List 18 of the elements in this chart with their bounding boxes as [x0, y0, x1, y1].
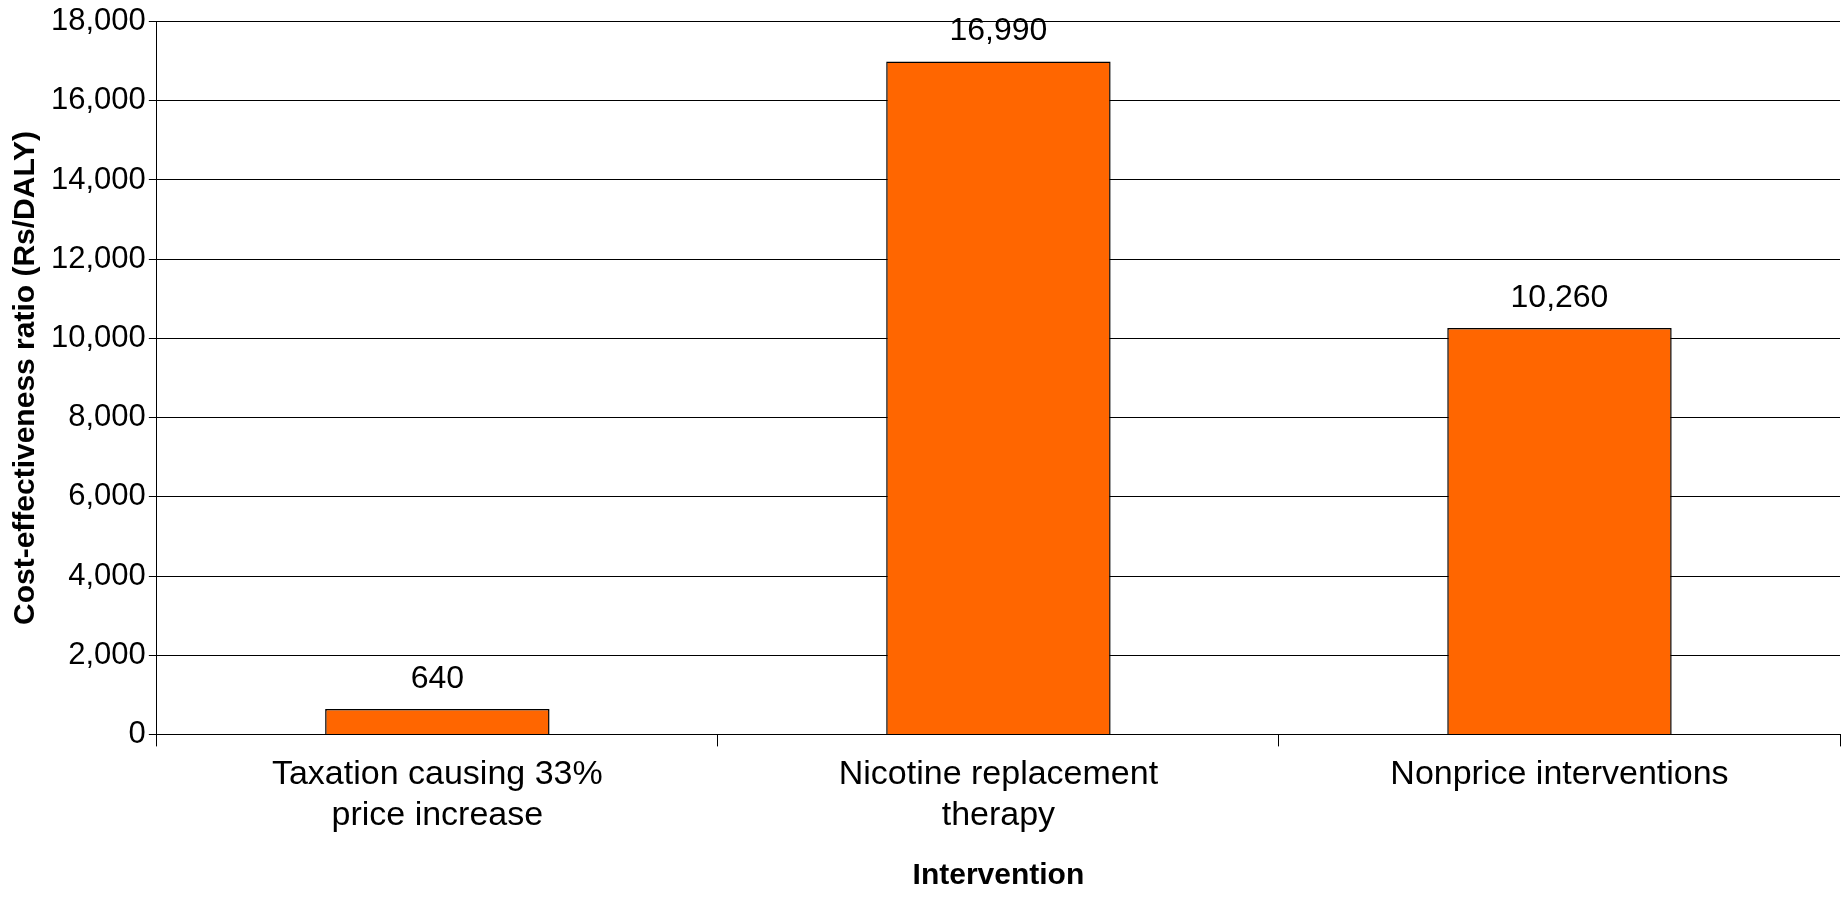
y-tick-label: 4,000 [68, 556, 146, 592]
x-tick-label: Nicotine replacement therapy [838, 753, 1159, 832]
y-tick-label: 10,000 [50, 318, 146, 354]
data-label: 640 [410, 658, 465, 695]
y-tick-label: 0 [128, 714, 146, 750]
x-axis-title: Intervention [912, 857, 1085, 891]
y-tick-label: 14,000 [50, 160, 146, 196]
y-tick-label: 6,000 [68, 477, 146, 513]
data-label: 16,990 [949, 11, 1048, 48]
x-tick-label: Taxation causing 33% price increase [271, 753, 603, 832]
y-tick-label: 2,000 [68, 635, 146, 671]
data-label: 10,260 [1510, 277, 1609, 314]
x-tick-label: Nonprice interventions [1390, 753, 1729, 792]
y-axis-title: Cost-effectiveness ratio (Rs/DALY) [7, 130, 41, 626]
y-tick-label: 18,000 [50, 2, 146, 38]
y-tick-label: 8,000 [68, 398, 146, 434]
y-tick-label: 16,000 [50, 81, 146, 117]
y-tick-label: 12,000 [50, 239, 146, 275]
